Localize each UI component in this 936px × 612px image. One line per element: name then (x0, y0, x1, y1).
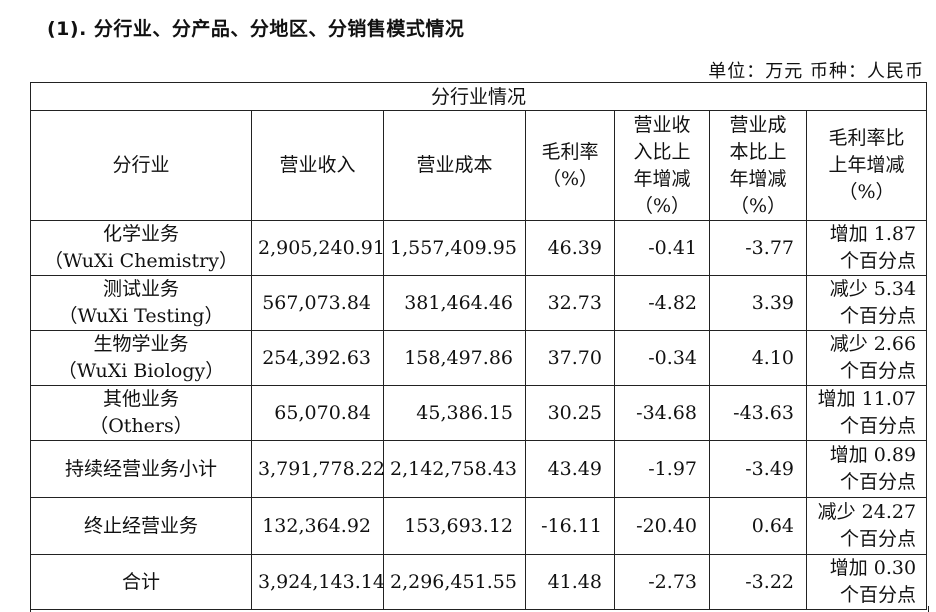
row-label: 生物学业务 （WuXi Biology） (30, 330, 252, 386)
cell-cost-change: -3.49 (709, 440, 807, 498)
cell-cost-change: -3.77 (709, 220, 807, 276)
table-row: 化学业务 （WuXi Chemistry） 2,905,240.91 1,557,… (30, 220, 928, 276)
cell-cost: 2,296,451.55 (383, 554, 526, 610)
cell-margin-change: 增加 0.30 个百分点 (805, 554, 928, 610)
table-row: 持续经营业务小计 3,791,778.22 2,142,758.43 43.49… (30, 440, 928, 498)
cell-margin: 41.48 (525, 554, 615, 610)
cell-margin: -16.11 (525, 497, 615, 555)
cell-cost: 45,386.15 (383, 385, 526, 441)
cell-revenue: 2,905,240.91 (251, 220, 385, 276)
cell-revenue-change: -34.68 (614, 385, 710, 441)
col-header-cost-change: 营业成 本比上 年增减 （%） (709, 110, 807, 221)
cell-margin-change: 增加 1.87 个百分点 (805, 220, 928, 276)
cell-revenue-change: -1.97 (614, 440, 710, 498)
cell-revenue-change: -0.34 (614, 330, 710, 386)
cell-margin: 46.39 (525, 220, 615, 276)
table-row: 生物学业务 （WuXi Biology） 254,392.63 158,497.8… (30, 330, 928, 386)
col-header-margin: 毛利率 （%） (525, 110, 615, 221)
cell-cost: 381,464.46 (383, 275, 526, 331)
col-header-cost: 营业成本 (383, 110, 526, 221)
header-row: 分行业 营业收入 营业成本 毛利率 （%） 营业收 入比上 年增减 （%） 营业… (30, 110, 928, 221)
cell-margin: 37.70 (525, 330, 615, 386)
cell-margin-change: 减少 24.27 个百分点 (805, 497, 928, 555)
col-header-industry: 分行业 (30, 110, 252, 221)
cell-margin: 32.73 (525, 275, 615, 331)
row-label: 终止经营业务 (30, 497, 252, 555)
cell-cost: 1,557,409.95 (383, 220, 526, 276)
cell-margin: 30.25 (525, 385, 615, 441)
industry-table: 分行业情况 分行业 营业收入 营业成本 毛利率 （%） 营业收 入比上 年增减 … (29, 82, 928, 610)
cell-cost-change: 0.64 (709, 497, 807, 555)
cell-margin-change: 增加 0.89 个百分点 (805, 440, 928, 498)
cell-revenue: 65,070.84 (251, 385, 384, 441)
cell-cost-change: 4.10 (709, 330, 807, 386)
cell-cost-change: 3.39 (709, 275, 807, 331)
cell-revenue: 132,364.92 (251, 497, 384, 555)
cell-revenue-change: -20.40 (614, 497, 710, 555)
table-row: 其他业务 （Others） 65,070.84 45,386.15 30.25 -… (30, 385, 928, 441)
table-caption: 分行业情况 (29, 82, 928, 111)
cell-cost: 153,693.12 (383, 497, 526, 555)
cell-cost: 158,497.86 (383, 330, 526, 386)
cell-cost-change: -3.22 (709, 554, 807, 610)
cell-margin-change: 减少 5.34 个百分点 (805, 275, 928, 331)
row-label: 持续经营业务小计 (30, 440, 252, 498)
cell-margin: 43.49 (525, 440, 615, 498)
row-label: 其他业务 （Others） (30, 385, 252, 441)
cell-revenue-change: -4.82 (614, 275, 710, 331)
section-heading: (1). 分行业、分产品、分地区、分销售模式情况 (47, 18, 465, 40)
row-label: 合计 (30, 554, 252, 610)
cell-revenue: 567,073.84 (251, 275, 384, 331)
unit-currency-note: 单位：万元 币种：人民币 (708, 61, 924, 82)
cell-revenue: 3,924,143.14 (251, 554, 385, 610)
row-label: 化学业务 （WuXi Chemistry） (30, 220, 252, 276)
table-row-total: 合计 3,924,143.14 2,296,451.55 41.48 -2.73… (30, 554, 928, 610)
cell-cost: 2,142,758.43 (383, 440, 526, 498)
table-row: 测试业务 （WuXi Testing） 567,073.84 381,464.46… (30, 275, 928, 331)
col-header-margin-change: 毛利率比 上年增减 （%） (805, 110, 928, 221)
cell-revenue: 254,392.63 (251, 330, 384, 386)
cell-cost-change: -43.63 (709, 385, 807, 441)
cell-revenue: 3,791,778.22 (251, 440, 385, 498)
cell-margin-change: 增加 11.07 个百分点 (805, 385, 928, 441)
table-continuation-edge (30, 606, 929, 612)
col-header-revenue: 营业收入 (251, 110, 384, 221)
cell-margin-change: 减少 2.66 个百分点 (805, 330, 928, 386)
table-row: 终止经营业务 132,364.92 153,693.12 -16.11 -20.… (30, 497, 928, 555)
cell-revenue-change: -0.41 (614, 220, 710, 276)
row-label: 测试业务 （WuXi Testing） (30, 275, 252, 331)
col-header-revenue-change: 营业收 入比上 年增减 （%） (614, 110, 710, 221)
cell-revenue-change: -2.73 (614, 554, 710, 610)
